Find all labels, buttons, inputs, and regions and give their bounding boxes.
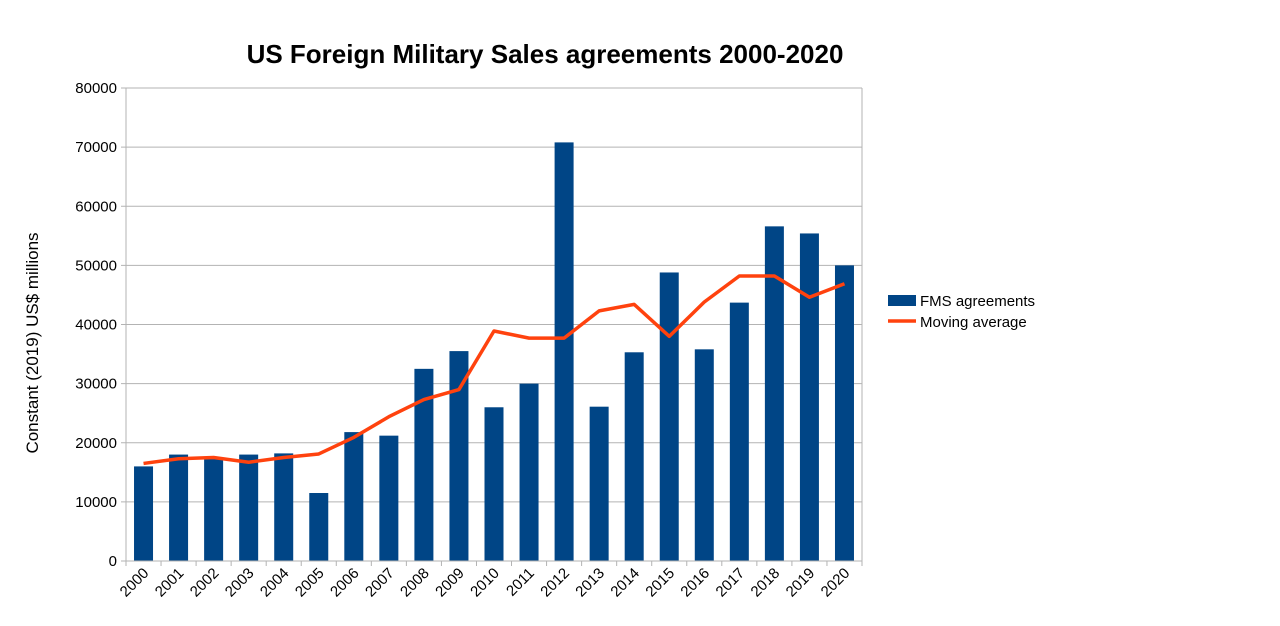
bar — [379, 435, 399, 561]
legend-label-bar: FMS agreements — [920, 293, 1035, 310]
bar — [484, 407, 504, 561]
x-tick-label: 2019 — [783, 565, 819, 601]
x-tick-label: 2011 — [503, 565, 538, 600]
bar — [274, 453, 294, 561]
y-axis-ticks: 0 10000 20000 30000 40000 50000 60000 70000 8000… — [75, 80, 126, 570]
x-tick-label: 2001 — [152, 565, 188, 601]
bar — [799, 233, 819, 561]
x-tick-label: 2017 — [713, 565, 749, 601]
x-tick-label: 2014 — [607, 565, 643, 601]
bar — [239, 454, 259, 561]
x-tick-label: 2009 — [432, 565, 468, 601]
bar — [694, 349, 714, 561]
legend-swatch-bar — [888, 295, 916, 306]
legend: FMS agreements Moving average — [888, 293, 1035, 331]
x-tick-label: 2004 — [257, 565, 293, 601]
x-tick-label: 2012 — [537, 565, 573, 601]
y-tick-label: 30000 — [75, 376, 117, 393]
x-tick-label: 2002 — [187, 565, 223, 601]
y-axis-label: Constant (2019) US$ millions — [23, 232, 42, 453]
bar — [589, 406, 609, 561]
y-tick-label: 50000 — [75, 257, 117, 274]
x-tick-label: 2008 — [397, 565, 433, 601]
x-tick-label: 2007 — [362, 565, 398, 601]
bar — [414, 368, 434, 561]
x-axis — [125, 88, 862, 562]
bar — [519, 383, 539, 561]
y-tick-label: 20000 — [75, 435, 117, 452]
bar — [134, 466, 154, 561]
x-tick-label: 2013 — [572, 565, 608, 601]
x-axis-ticks: 2000 2001 2002 2003 2004 2005 2006 2007 2008 2009… — [117, 561, 863, 601]
chart-title: US Foreign Military Sales agreements 200… — [247, 39, 844, 69]
bar — [834, 265, 854, 561]
x-tick-label: 2006 — [327, 565, 363, 601]
bar — [169, 454, 189, 561]
x-tick-label: 2018 — [748, 565, 784, 601]
bar — [624, 352, 644, 561]
bar — [449, 351, 469, 561]
bar — [764, 226, 784, 562]
bar — [204, 457, 224, 561]
x-tick-label: 2016 — [677, 565, 713, 601]
y-tick-label: 80000 — [75, 80, 117, 97]
x-tick-label: 2020 — [818, 565, 854, 601]
x-tick-label: 2003 — [222, 565, 258, 601]
x-tick-label: 2000 — [117, 565, 153, 601]
y-tick-label: 0 — [109, 553, 117, 570]
x-tick-label: 2010 — [467, 565, 503, 601]
bar — [729, 302, 749, 561]
x-tick-label: 2015 — [642, 565, 678, 601]
legend-label-line: Moving average — [920, 314, 1027, 331]
x-tick-label: 2005 — [292, 565, 328, 601]
bar — [344, 432, 364, 561]
y-tick-label: 10000 — [75, 494, 117, 511]
y-tick-label: 60000 — [75, 198, 117, 215]
y-tick-label: 70000 — [75, 139, 117, 156]
bar — [659, 272, 679, 561]
y-tick-label: 40000 — [75, 317, 117, 334]
bar — [554, 142, 574, 561]
bar-series — [134, 142, 854, 562]
bar — [309, 493, 329, 561]
line-series — [143, 274, 846, 466]
